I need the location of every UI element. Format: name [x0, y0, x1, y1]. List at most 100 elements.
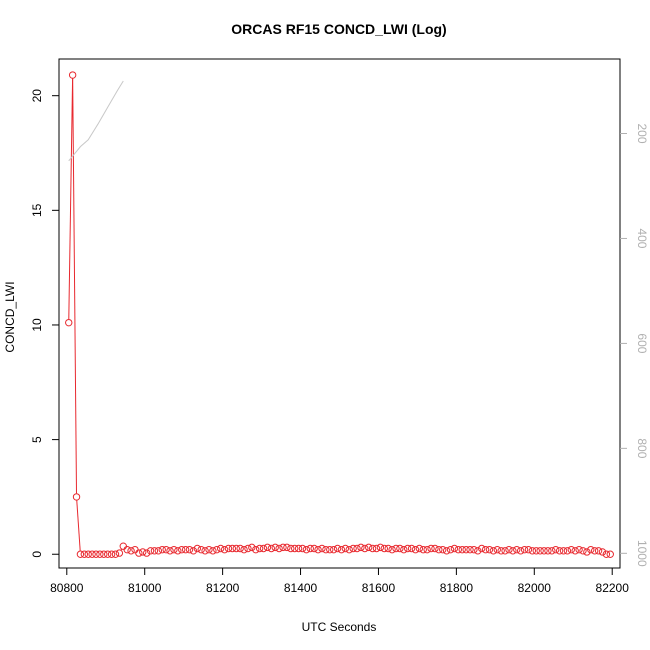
series-line-right-axis: [68, 80, 124, 162]
x-tick-label: 80800: [50, 581, 84, 595]
data-point: [318, 544, 326, 553]
x-tick-label: 81400: [284, 581, 318, 595]
data-point: [462, 545, 470, 554]
x-tick-label: 82000: [518, 581, 552, 595]
data-point: [501, 547, 509, 555]
data-point: [466, 545, 474, 554]
data-point: [590, 547, 599, 555]
data-point: [524, 545, 533, 554]
data-point: [365, 543, 373, 552]
y-axis-title: CONCD_LWI: [3, 281, 17, 352]
data-point: [275, 544, 283, 553]
data-point: [248, 543, 256, 552]
data-point: [474, 547, 482, 555]
data-point: [96, 550, 104, 558]
data-point: [259, 544, 268, 553]
data-point: [392, 544, 400, 553]
data-point: [439, 545, 447, 554]
data-point: [290, 544, 299, 553]
data-point: [415, 544, 424, 553]
data-point: [205, 545, 213, 554]
chart-title: ORCAS RF15 CONCD_LWI (Log): [231, 21, 446, 37]
data-point: [123, 545, 131, 554]
data-point: [380, 544, 389, 553]
data-point: [427, 544, 435, 553]
data-point: [544, 547, 552, 555]
data-point: [279, 543, 287, 552]
data-point: [189, 547, 198, 555]
data-point: [263, 543, 272, 552]
data-point: [442, 547, 451, 555]
data-point: [84, 550, 92, 558]
data-point: [579, 547, 587, 555]
data-point: [400, 545, 408, 554]
data-point: [76, 550, 85, 558]
y-tick-label: 10: [30, 318, 44, 332]
data-point: [520, 545, 529, 554]
data-point: [216, 544, 225, 553]
data-point: [193, 544, 202, 553]
data-point: [341, 544, 350, 553]
data-point: [154, 547, 163, 555]
data-point: [72, 493, 81, 501]
data-point: [329, 545, 338, 554]
data-point: [489, 547, 498, 555]
data-point: [267, 544, 276, 553]
data-point: [559, 547, 568, 555]
data-point: [540, 547, 548, 555]
data-point: [337, 545, 346, 554]
data-point: [548, 547, 556, 555]
data-point: [326, 545, 334, 554]
series-layer: [65, 71, 614, 558]
data-point: [139, 548, 147, 556]
x-axis-title: UTC Seconds: [302, 620, 377, 634]
series-line-segment: [72, 78, 77, 494]
data-point: [162, 545, 170, 554]
data-point: [287, 544, 295, 553]
data-point: [181, 545, 190, 554]
right-y-tick-label: 800: [635, 438, 649, 458]
x-tick-label: 81200: [206, 581, 240, 595]
data-point: [353, 544, 361, 553]
data-point: [505, 545, 513, 554]
data-point: [594, 547, 603, 555]
data-point: [388, 545, 396, 554]
data-point: [571, 547, 579, 555]
data-point: [470, 545, 478, 554]
data-point: [403, 544, 412, 553]
y-tick-label: 15: [30, 203, 44, 217]
data-point: [80, 550, 89, 558]
series-line-segment: [76, 500, 81, 551]
data-point: [333, 544, 342, 553]
data-point: [209, 547, 217, 555]
data-point: [516, 547, 525, 555]
data-point: [587, 545, 595, 554]
data-point: [88, 550, 96, 558]
data-point: [497, 547, 505, 555]
data-point: [407, 544, 416, 553]
data-point: [228, 544, 237, 553]
data-point: [119, 542, 127, 550]
data-point: [493, 545, 501, 554]
data-point: [509, 547, 517, 555]
data-point: [532, 547, 540, 555]
data-point: [345, 545, 353, 554]
data-point: [552, 545, 560, 554]
data-point: [111, 550, 120, 558]
data-point: [252, 545, 260, 554]
data-point: [528, 547, 537, 555]
data-point: [146, 547, 155, 555]
data-point: [446, 545, 455, 554]
data-point: [135, 549, 143, 557]
data-point: [458, 545, 466, 554]
data-point: [361, 544, 369, 553]
data-point: [384, 544, 392, 553]
data-point: [314, 545, 322, 554]
y-tick-label: 0: [30, 551, 44, 558]
data-point: [602, 550, 611, 558]
data-point: [396, 544, 404, 553]
data-point: [555, 547, 564, 555]
data-point: [423, 545, 431, 554]
data-point: [513, 545, 521, 554]
